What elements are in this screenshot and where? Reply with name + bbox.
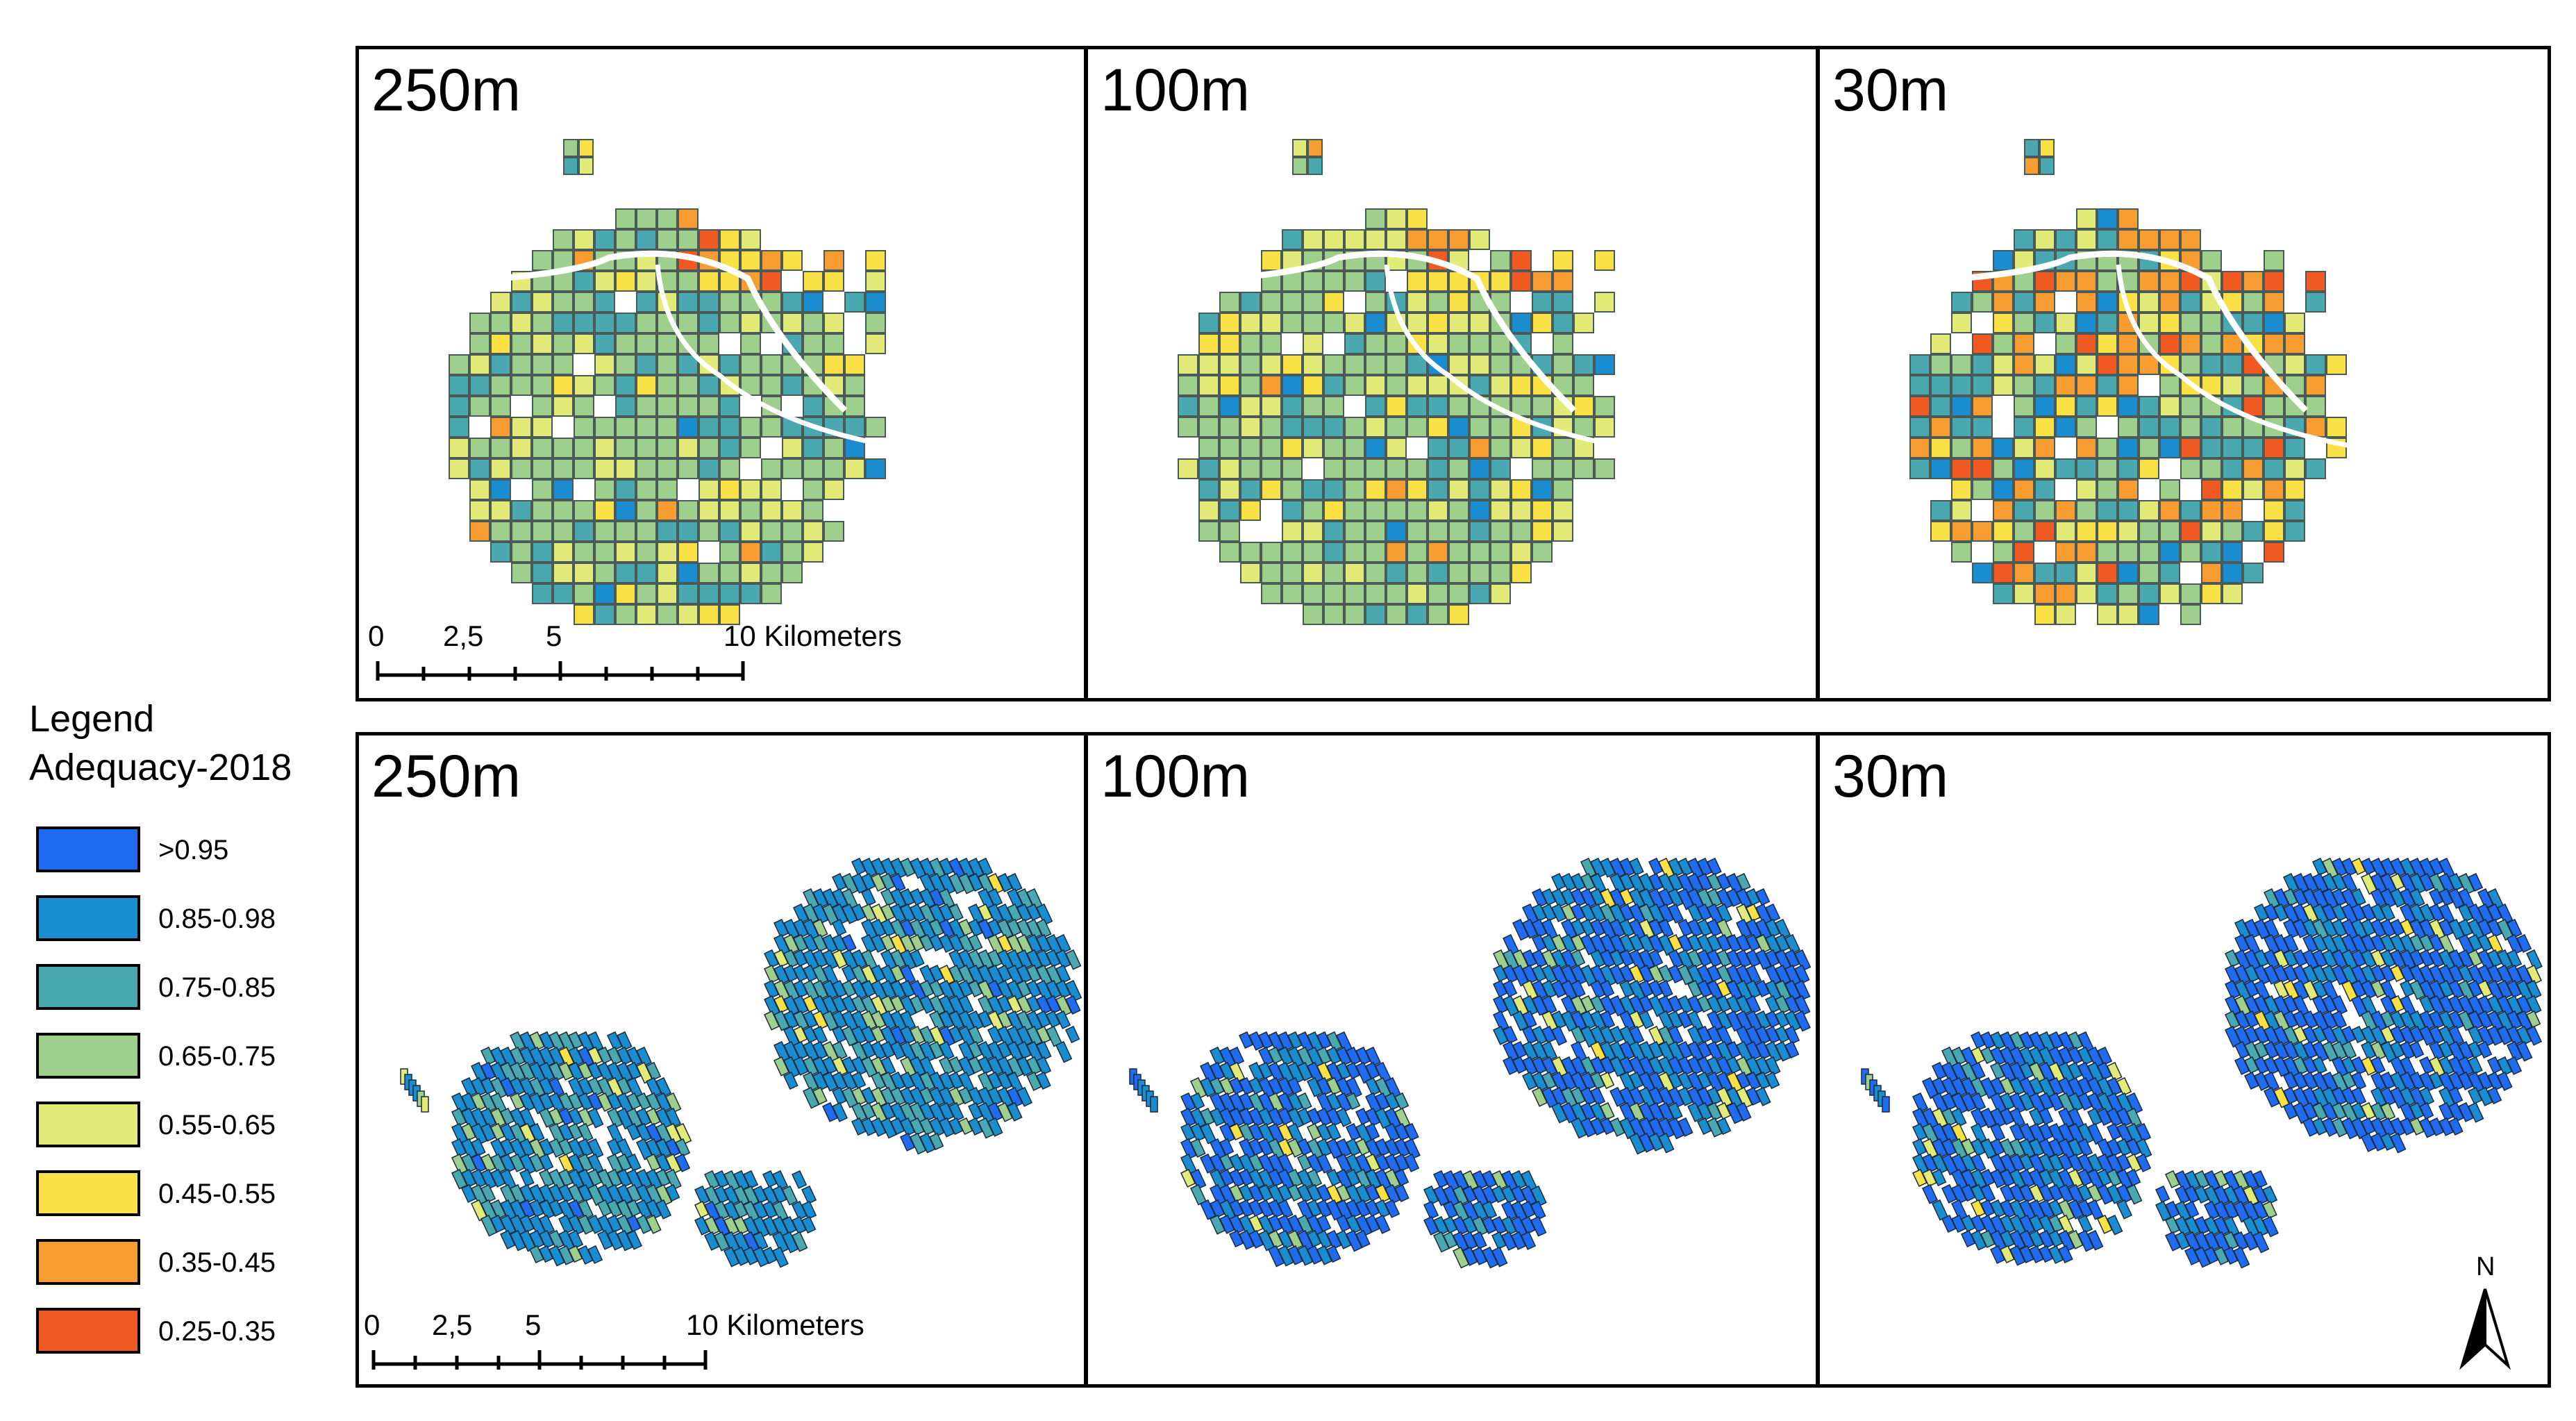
resolution-label: 250m	[371, 57, 521, 124]
scale-label-10-km: 10 Kilometers	[686, 1308, 864, 1341]
north-label: N	[2476, 1252, 2495, 1281]
field-parcels	[1909, 208, 2347, 625]
map-panel-bottom-30m: 30m	[1816, 732, 2551, 1388]
scale-label-0: 0	[364, 1308, 380, 1341]
scale-bar-bottom: 0 2,5 5 10 Kilometers	[364, 1308, 864, 1370]
legend-label: 0.75-0.85	[158, 972, 276, 1003]
field-parcels	[449, 208, 886, 625]
legend-label: 0.85-0.98	[158, 904, 276, 934]
legend: Legend Adequacy-2018 >0.95 0.85-0.98 0.75-…	[29, 695, 292, 1354]
scale-label-10-km: 10 Kilometers	[724, 620, 902, 652]
legend-swatch	[36, 1239, 140, 1285]
map-panel-bottom-100m: 100m	[1085, 732, 1819, 1388]
field-map-top-100m	[1178, 139, 1616, 625]
field-island	[1292, 139, 1323, 175]
scale-bar-line	[371, 1350, 708, 1370]
legend-swatch	[36, 895, 140, 941]
field-parcels	[1861, 857, 2543, 1269]
field-parcels	[400, 857, 1082, 1268]
north-arrow-icon: N	[2459, 1252, 2511, 1370]
field-parcels	[1178, 208, 1615, 625]
legend-label: >0.95	[158, 835, 229, 865]
field-map-bottom-100m	[1129, 857, 1812, 1269]
scale-label-2-5: 2,5	[443, 620, 483, 652]
resolution-label: 250m	[371, 743, 521, 810]
scale-label-5: 5	[546, 620, 562, 652]
scale-label-0: 0	[368, 620, 384, 652]
legend-label: 0.35-0.45	[158, 1247, 276, 1278]
legend-label: 0.45-0.55	[158, 1179, 276, 1209]
legend-swatch	[36, 964, 140, 1010]
scale-label-2-5: 2,5	[432, 1308, 472, 1341]
field-island	[2024, 139, 2055, 175]
legend-swatch	[36, 826, 140, 872]
legend-swatch	[36, 1308, 140, 1354]
map-panel-top-100m: 100m	[1085, 46, 1819, 701]
resolution-label: 30m	[1832, 743, 1949, 810]
field-island	[563, 139, 594, 175]
scale-bar-top: 0 2,5 5 10 Kilometers	[368, 620, 902, 681]
legend-swatch	[36, 1170, 140, 1216]
map-panel-top-30m: 30m	[1816, 46, 2551, 701]
legend-label: 0.65-0.75	[158, 1041, 276, 1072]
legend-swatch	[36, 1033, 140, 1079]
legend-items: >0.95 0.85-0.98 0.75-0.85 0.65-0.75 0.55-0.6…	[36, 826, 369, 1396]
resolution-label: 30m	[1832, 57, 1949, 124]
field-parcels	[1129, 857, 1812, 1269]
north-arrow: N	[2454, 1250, 2516, 1379]
field-map-bottom-250m	[400, 857, 1082, 1268]
map-panel-bottom-250m: 250m	[356, 732, 1087, 1388]
legend-swatch	[36, 1102, 140, 1147]
resolution-label: 100m	[1101, 57, 1251, 124]
scale-bar-line	[376, 661, 745, 681]
field-map-bottom-30m	[1861, 857, 2543, 1269]
field-map-top-30m	[1909, 139, 2348, 625]
legend-label: 0.25-0.35	[158, 1316, 276, 1347]
legend-title: Legend	[29, 698, 155, 740]
map-panel-top-250m: 250m	[356, 46, 1087, 701]
legend-subtitle: Adequacy-2018	[29, 747, 292, 788]
resolution-label: 100m	[1101, 743, 1251, 810]
legend-label: 0.55-0.65	[158, 1110, 276, 1140]
scale-label-5: 5	[525, 1308, 541, 1341]
field-map-top-250m	[449, 139, 887, 625]
